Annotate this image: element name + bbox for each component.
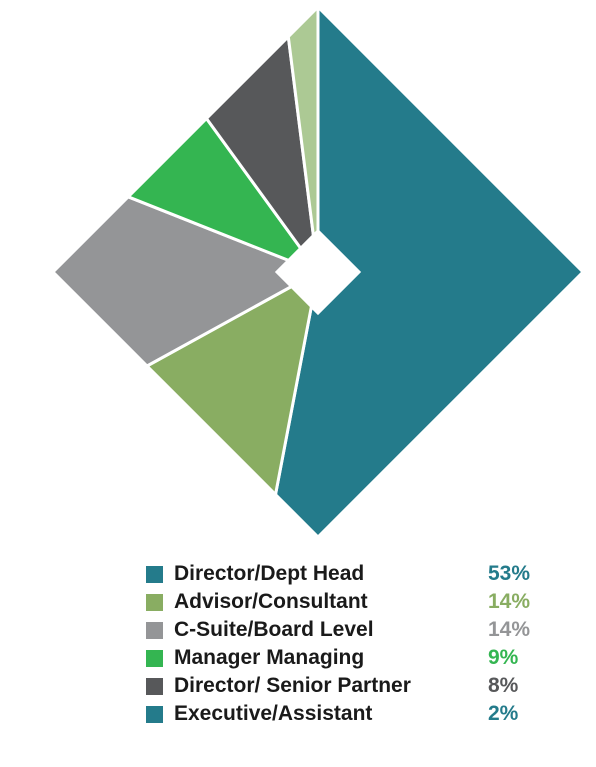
legend-label: Director/Dept Head — [174, 562, 365, 585]
pie-slice-6 — [286, 3, 320, 239]
legend-item: Director/ Senior Partner 8% — [146, 672, 546, 700]
legend-item: C-Suite/Board Level 14% — [146, 616, 546, 644]
data-label: 53% — [488, 562, 531, 585]
data-label: 14% — [488, 590, 531, 613]
legend-swatch — [146, 621, 163, 639]
pie-slice-1 — [273, 3, 586, 540]
legend-swatch — [146, 593, 163, 611]
legend-item: Executive/Assistant 2% — [146, 700, 546, 728]
legend-label: Director/ Senior Partner — [174, 674, 411, 697]
data-label: 2% — [488, 702, 519, 725]
data-label: 14% — [488, 618, 531, 641]
legend-label: Manager Managing — [174, 646, 365, 669]
legend-item: Manager Managing 9% — [146, 644, 546, 672]
legend-label: Executive/Assistant — [174, 702, 373, 725]
legend-item: Advisor/Consultant 14% — [146, 588, 546, 616]
chart-legend: Director/Dept Head 53% Advisor/Consultant 1… — [146, 560, 546, 728]
legend-swatch — [146, 705, 163, 723]
legend-label: C-Suite/Board Level — [174, 618, 374, 641]
diamond-pie-chart — [53, 3, 586, 540]
data-label: 9% — [488, 646, 519, 669]
legend-swatch — [146, 565, 163, 583]
legend-item: Director/Dept Head 53% — [146, 560, 546, 588]
legend-swatch — [146, 649, 163, 667]
data-label: 8% — [488, 674, 519, 697]
legend-label: Advisor/Consultant — [174, 590, 368, 613]
legend-swatch — [146, 677, 163, 695]
